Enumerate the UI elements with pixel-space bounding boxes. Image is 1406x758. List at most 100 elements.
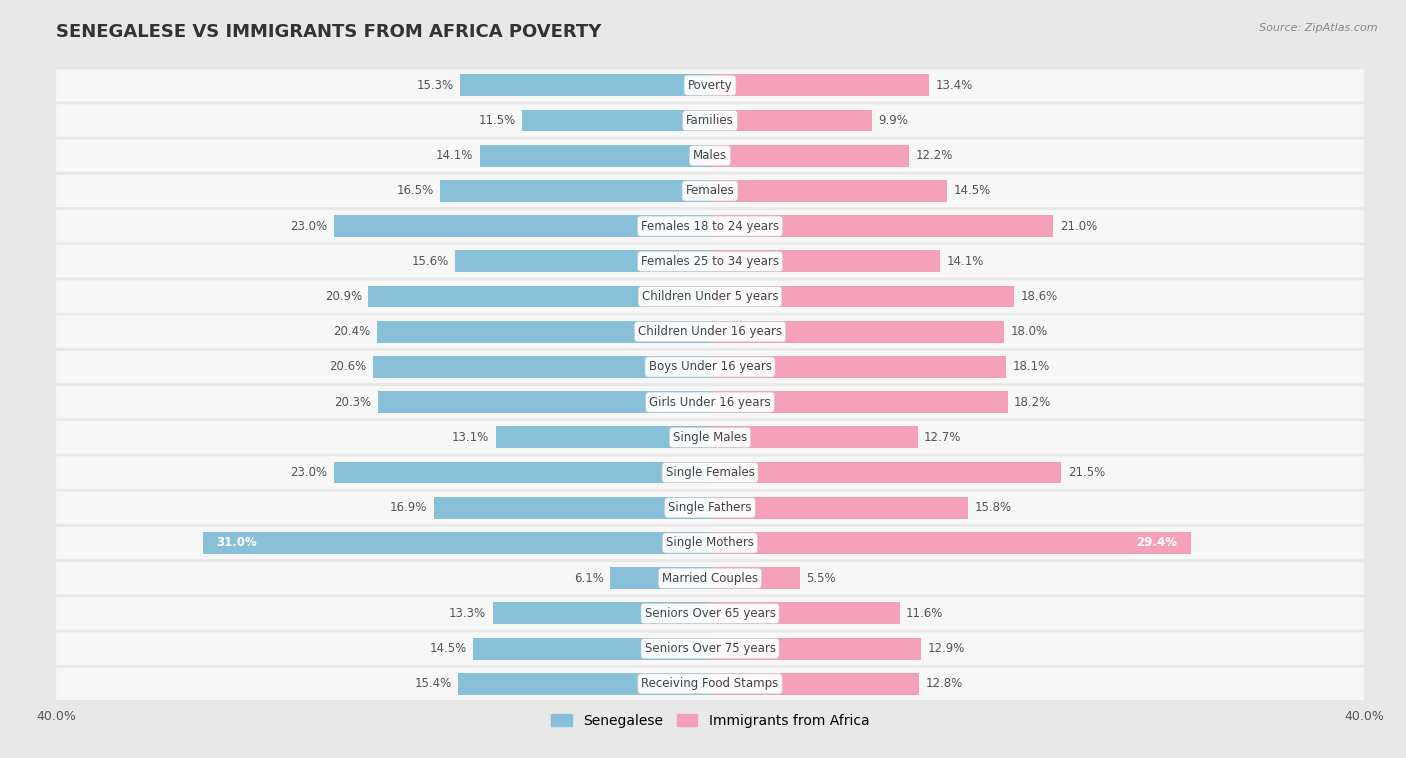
Text: 15.8%: 15.8% <box>974 501 1012 514</box>
Text: 11.6%: 11.6% <box>905 607 943 620</box>
Text: 6.1%: 6.1% <box>574 572 603 584</box>
Bar <box>374 356 710 377</box>
Text: 12.9%: 12.9% <box>928 642 965 655</box>
FancyBboxPatch shape <box>56 139 1364 172</box>
Text: Males: Males <box>693 149 727 162</box>
FancyBboxPatch shape <box>56 105 1364 136</box>
Text: 15.3%: 15.3% <box>416 79 453 92</box>
Text: Children Under 5 years: Children Under 5 years <box>641 290 779 303</box>
Bar <box>522 110 710 131</box>
Bar <box>460 74 710 96</box>
Text: 13.3%: 13.3% <box>449 607 486 620</box>
Text: 23.0%: 23.0% <box>291 220 328 233</box>
Text: 15.6%: 15.6% <box>412 255 449 268</box>
Text: Receiving Food Stamps: Receiving Food Stamps <box>641 678 779 691</box>
Text: Girls Under 16 years: Girls Under 16 years <box>650 396 770 409</box>
Bar <box>492 603 710 625</box>
Bar <box>710 74 929 96</box>
Text: 20.3%: 20.3% <box>335 396 371 409</box>
Bar <box>710 462 1062 484</box>
Text: Boys Under 16 years: Boys Under 16 years <box>648 361 772 374</box>
Text: 18.2%: 18.2% <box>1014 396 1052 409</box>
Bar <box>710 250 941 272</box>
Bar <box>440 180 710 202</box>
Bar <box>472 637 710 659</box>
Text: 12.7%: 12.7% <box>924 431 962 444</box>
Bar <box>204 532 710 554</box>
Text: Source: ZipAtlas.com: Source: ZipAtlas.com <box>1260 23 1378 33</box>
Bar <box>710 532 1191 554</box>
Text: 20.9%: 20.9% <box>325 290 361 303</box>
Text: 29.4%: 29.4% <box>1136 537 1177 550</box>
FancyBboxPatch shape <box>56 210 1364 243</box>
Text: Married Couples: Married Couples <box>662 572 758 584</box>
Text: Single Mothers: Single Mothers <box>666 537 754 550</box>
FancyBboxPatch shape <box>56 527 1364 559</box>
Bar <box>710 567 800 589</box>
Bar <box>434 496 710 518</box>
Text: 16.5%: 16.5% <box>396 184 434 197</box>
Text: 15.4%: 15.4% <box>415 678 451 691</box>
Text: 14.1%: 14.1% <box>948 255 984 268</box>
FancyBboxPatch shape <box>56 597 1364 630</box>
Bar <box>710 637 921 659</box>
Bar <box>710 286 1014 308</box>
Bar <box>479 145 710 167</box>
Legend: Senegalese, Immigrants from Africa: Senegalese, Immigrants from Africa <box>546 708 875 734</box>
Bar <box>378 391 710 413</box>
Text: 14.5%: 14.5% <box>429 642 467 655</box>
Text: 18.6%: 18.6% <box>1021 290 1057 303</box>
FancyBboxPatch shape <box>56 492 1364 524</box>
Bar <box>710 356 1005 377</box>
FancyBboxPatch shape <box>56 386 1364 418</box>
Text: 13.1%: 13.1% <box>453 431 489 444</box>
FancyBboxPatch shape <box>56 351 1364 383</box>
Text: Children Under 16 years: Children Under 16 years <box>638 325 782 338</box>
Bar <box>710 496 969 518</box>
Text: Poverty: Poverty <box>688 79 733 92</box>
Text: 16.9%: 16.9% <box>389 501 427 514</box>
FancyBboxPatch shape <box>56 668 1364 700</box>
Text: 31.0%: 31.0% <box>217 537 257 550</box>
Text: Seniors Over 65 years: Seniors Over 65 years <box>644 607 776 620</box>
Bar <box>710 321 1004 343</box>
FancyBboxPatch shape <box>56 69 1364 102</box>
FancyBboxPatch shape <box>56 562 1364 594</box>
Bar <box>710 180 948 202</box>
Text: 14.1%: 14.1% <box>436 149 472 162</box>
Text: Single Males: Single Males <box>673 431 747 444</box>
Text: 21.0%: 21.0% <box>1060 220 1097 233</box>
Text: 18.0%: 18.0% <box>1011 325 1047 338</box>
Text: Females 18 to 24 years: Females 18 to 24 years <box>641 220 779 233</box>
Text: 5.5%: 5.5% <box>807 572 837 584</box>
Bar <box>710 603 900 625</box>
Text: 9.9%: 9.9% <box>879 114 908 127</box>
Text: 13.4%: 13.4% <box>935 79 973 92</box>
Text: Families: Families <box>686 114 734 127</box>
Text: 20.4%: 20.4% <box>333 325 370 338</box>
Text: 20.6%: 20.6% <box>329 361 367 374</box>
Bar <box>335 462 710 484</box>
FancyBboxPatch shape <box>56 315 1364 348</box>
FancyBboxPatch shape <box>56 632 1364 665</box>
Bar <box>377 321 710 343</box>
Text: 14.5%: 14.5% <box>953 184 991 197</box>
Bar <box>710 391 1008 413</box>
Bar <box>710 110 872 131</box>
Bar <box>710 215 1053 237</box>
FancyBboxPatch shape <box>56 421 1364 453</box>
Bar <box>710 673 920 695</box>
FancyBboxPatch shape <box>56 456 1364 489</box>
Bar <box>710 145 910 167</box>
Text: SENEGALESE VS IMMIGRANTS FROM AFRICA POVERTY: SENEGALESE VS IMMIGRANTS FROM AFRICA POV… <box>56 23 602 41</box>
Bar <box>335 215 710 237</box>
FancyBboxPatch shape <box>56 280 1364 313</box>
Text: 23.0%: 23.0% <box>291 466 328 479</box>
Text: Females: Females <box>686 184 734 197</box>
FancyBboxPatch shape <box>56 245 1364 277</box>
Text: 12.8%: 12.8% <box>925 678 963 691</box>
Text: 12.2%: 12.2% <box>915 149 953 162</box>
Bar <box>710 427 918 448</box>
Bar <box>610 567 710 589</box>
Text: 21.5%: 21.5% <box>1069 466 1105 479</box>
